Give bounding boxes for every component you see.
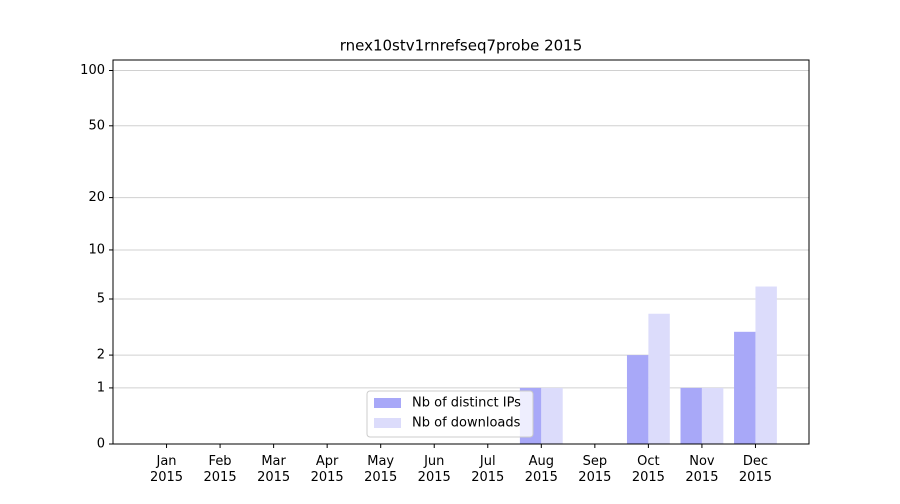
x-tick-label: Jan 2015	[150, 454, 183, 485]
y-tick-label: 10	[88, 242, 105, 257]
legend-swatch	[374, 398, 401, 408]
x-tick-label: Aug 2015	[525, 454, 558, 485]
x-tick-month: Jan	[156, 454, 177, 469]
x-tick-label: Oct 2015	[632, 454, 665, 485]
chart-title: rnex10stv1rnrefseq7probe 2015	[340, 37, 583, 55]
x-tick-year: 2015	[311, 470, 344, 485]
x-tick-month: Feb	[209, 454, 232, 469]
x-tick-year: 2015	[364, 470, 397, 485]
legend-label: Nb of distinct IPs	[412, 396, 521, 411]
x-tick-year: 2015	[632, 470, 665, 485]
x-tick-year: 2015	[418, 470, 451, 485]
bar	[701, 387, 724, 444]
axes-frame	[112, 59, 810, 445]
bar	[734, 331, 756, 444]
x-tick-month: Oct	[637, 454, 659, 469]
x-tick-year: 2015	[150, 470, 183, 485]
legend-swatch	[374, 418, 401, 428]
y-tick-label: 5	[97, 291, 105, 306]
x-tick-month: Mar	[261, 454, 286, 469]
x-tick-year: 2015	[525, 470, 558, 485]
x-tick-label: Dec 2015	[739, 454, 772, 485]
bar	[648, 313, 670, 444]
y-tick-label: 2	[97, 348, 105, 363]
bar	[680, 387, 702, 444]
x-tick-label: Nov 2015	[685, 454, 718, 485]
x-tick-label: Apr 2015	[311, 454, 344, 485]
y-tick-label: 100	[80, 63, 105, 78]
legend: Nb of distinct IPs Nb of downloads	[366, 390, 534, 438]
legend-box	[366, 390, 534, 438]
x-tick-month: Aug	[529, 454, 554, 469]
x-tick-label: Sep 2015	[578, 454, 611, 485]
x-tick-year: 2015	[471, 470, 504, 485]
x-tick-label: May 2015	[364, 454, 397, 485]
x-tick-year: 2015	[685, 470, 718, 485]
x-tick-month: Jun	[423, 454, 444, 469]
x-tick-year: 2015	[578, 470, 611, 485]
y-tick-label: 20	[88, 190, 105, 205]
bar	[755, 286, 777, 444]
x-tick-label: Jun 2015	[418, 454, 451, 485]
x-tick-year: 2015	[204, 470, 237, 485]
x-tick-month: May	[367, 454, 394, 469]
x-tick-month: Sep	[583, 454, 608, 469]
x-tick-label: Feb 2015	[204, 454, 237, 485]
bar	[541, 387, 563, 444]
x-tick-year: 2015	[739, 470, 772, 485]
x-tick-label: Jul 2015	[471, 454, 504, 485]
y-tick-label: 0	[97, 437, 105, 452]
x-tick-month: Apr	[316, 454, 339, 469]
legend-label: Nb of downloads	[412, 416, 521, 431]
y-tick-label: 1	[97, 380, 105, 395]
x-tick-month: Nov	[689, 454, 715, 469]
y-tick-label: 50	[88, 118, 105, 133]
x-tick-month: Dec	[743, 454, 768, 469]
x-tick-year: 2015	[257, 470, 290, 485]
x-tick-label: Mar 2015	[257, 454, 290, 485]
bar	[626, 355, 649, 444]
x-tick-month: Jul	[479, 454, 496, 469]
